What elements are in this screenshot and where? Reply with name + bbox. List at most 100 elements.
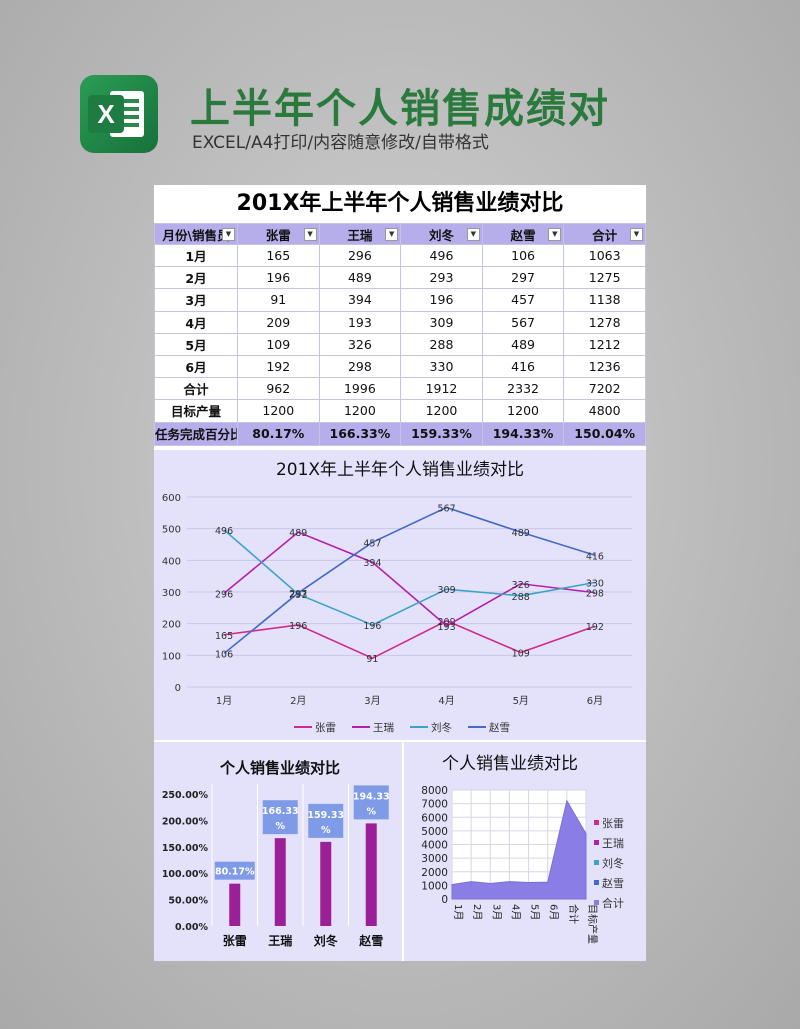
- table-cell[interactable]: 293: [400, 266, 483, 290]
- table-cell[interactable]: 1996: [318, 377, 402, 401]
- table-cell[interactable]: 297: [481, 266, 565, 290]
- table-cell[interactable]: 159.33%: [400, 421, 483, 446]
- table-cell[interactable]: 1278: [563, 310, 646, 334]
- table-cell[interactable]: 196: [400, 288, 483, 312]
- table-cell[interactable]: 165: [237, 243, 320, 268]
- line-chart-title: 201X年上半年个人销售业绩对比: [276, 460, 524, 480]
- table-cell[interactable]: 326: [318, 332, 402, 356]
- table-cell[interactable]: 7202: [563, 377, 646, 401]
- row-label[interactable]: 合计: [154, 377, 238, 401]
- x-tick-label: 1月: [216, 695, 232, 707]
- table-cell[interactable]: 91: [237, 288, 320, 312]
- table-cell[interactable]: 4800: [563, 399, 646, 423]
- table-cell[interactable]: 193: [318, 310, 402, 334]
- table-cell[interactable]: 296: [318, 243, 402, 268]
- x-tick-label: 3月: [490, 904, 502, 920]
- table-cell[interactable]: 1912: [400, 377, 483, 401]
- row-label[interactable]: 目标产量: [154, 399, 238, 423]
- data-label: 91: [366, 654, 378, 665]
- y-tick-label: 0: [441, 894, 448, 906]
- data-label: 192: [586, 622, 604, 633]
- table-cell[interactable]: 166.33%: [318, 421, 402, 446]
- bar: [229, 883, 241, 926]
- x-tick-label: 刘冬: [314, 933, 338, 948]
- legend-swatch: [594, 840, 599, 845]
- bar: [320, 841, 332, 926]
- series-line: [223, 529, 596, 626]
- bar: [274, 838, 286, 926]
- data-label: 196: [289, 621, 307, 632]
- row-label[interactable]: 6月: [154, 354, 238, 379]
- row-label[interactable]: 3月: [154, 288, 238, 312]
- row-label[interactable]: 任务完成百分比: [154, 421, 238, 446]
- legend-swatch: [594, 900, 599, 905]
- data-label: 166.33: [262, 806, 299, 817]
- data-label-box: [214, 861, 255, 880]
- row-label[interactable]: 1月: [154, 243, 238, 268]
- table-cell[interactable]: 1063: [563, 243, 646, 268]
- filter-dropdown-icon[interactable]: ▼: [466, 228, 480, 241]
- bar-chart-panel: 个人销售业绩对比 0.00% 50.00% 100.00% 150.00% 200.00%…: [154, 742, 402, 961]
- area-chart-title: 个人销售业绩对比: [442, 754, 578, 774]
- column-header[interactable]: 赵雪 ▼: [481, 223, 565, 245]
- data-label: %: [275, 821, 285, 832]
- table-row: 3月 91 394 196 457 1138: [154, 288, 646, 312]
- legend-swatch: [594, 860, 599, 865]
- table-cell[interactable]: 298: [318, 354, 402, 379]
- table-cell[interactable]: 330: [400, 354, 483, 379]
- table-cell[interactable]: 150.04%: [563, 421, 646, 446]
- table-cell[interactable]: 196: [237, 266, 320, 290]
- table-cell[interactable]: 457: [481, 288, 565, 312]
- legend-label: 张雷: [315, 722, 336, 734]
- filter-dropdown-icon[interactable]: ▼: [385, 228, 399, 241]
- table-cell[interactable]: 1138: [563, 288, 646, 312]
- legend-swatch: [594, 880, 599, 885]
- table-cell[interactable]: 394: [318, 288, 402, 312]
- table-cell[interactable]: 288: [400, 332, 483, 356]
- table-cell[interactable]: 496: [400, 243, 483, 268]
- table-cell[interactable]: 1200: [318, 399, 402, 423]
- table-cell[interactable]: 80.17%: [237, 421, 320, 446]
- table-cell[interactable]: 1200: [400, 399, 483, 423]
- x-tick-label: 5月: [529, 904, 541, 920]
- data-label: 288: [512, 592, 530, 603]
- legend-swatch: [594, 820, 599, 825]
- table-cell[interactable]: 309: [400, 310, 483, 334]
- y-tick-label: 500: [162, 525, 181, 536]
- table-cell[interactable]: 2332: [481, 377, 565, 401]
- table-cell[interactable]: 1275: [563, 266, 646, 290]
- table-cell[interactable]: 489: [318, 266, 402, 290]
- table-cell[interactable]: 962: [237, 377, 320, 401]
- column-header[interactable]: 刘冬 ▼: [400, 223, 483, 245]
- table-cell[interactable]: 109: [237, 332, 320, 356]
- table-cell[interactable]: 209: [237, 310, 320, 334]
- filter-dropdown-icon[interactable]: ▼: [222, 228, 235, 241]
- row-label[interactable]: 4月: [154, 310, 238, 334]
- table-row: 5月 109 326 288 489 1212: [154, 332, 646, 356]
- table-cell[interactable]: 416: [481, 354, 565, 379]
- table-cell[interactable]: 1200: [237, 399, 320, 423]
- row-label[interactable]: 5月: [154, 332, 238, 356]
- table-cell[interactable]: 567: [481, 310, 565, 334]
- column-header[interactable]: 王瑞 ▼: [318, 223, 402, 245]
- column-header[interactable]: 月份\销售员 ▼: [154, 223, 238, 245]
- table-cell[interactable]: 489: [481, 332, 565, 356]
- table-cell[interactable]: 106: [481, 243, 565, 268]
- filter-dropdown-icon[interactable]: ▼: [303, 228, 317, 241]
- y-tick-label: 300: [162, 588, 181, 599]
- filter-dropdown-icon[interactable]: ▼: [630, 228, 643, 241]
- filter-dropdown-icon[interactable]: ▼: [548, 228, 562, 241]
- table-cell[interactable]: 192: [237, 354, 320, 379]
- table-cell[interactable]: 1200: [481, 399, 565, 423]
- table-cell[interactable]: 1236: [563, 354, 646, 379]
- column-header[interactable]: 张雷 ▼: [237, 223, 320, 245]
- x-tick-label: 赵雪: [358, 933, 383, 948]
- area-series: [451, 799, 587, 900]
- x-tick-label: 2月: [471, 904, 483, 920]
- table-cell[interactable]: 194.33%: [481, 421, 565, 446]
- table-cell[interactable]: 1212: [563, 332, 646, 356]
- y-tick-label: 200.00%: [162, 816, 209, 827]
- row-label[interactable]: 2月: [154, 266, 238, 290]
- y-tick-label: 400: [162, 556, 181, 567]
- column-header[interactable]: 合计 ▼: [563, 223, 646, 245]
